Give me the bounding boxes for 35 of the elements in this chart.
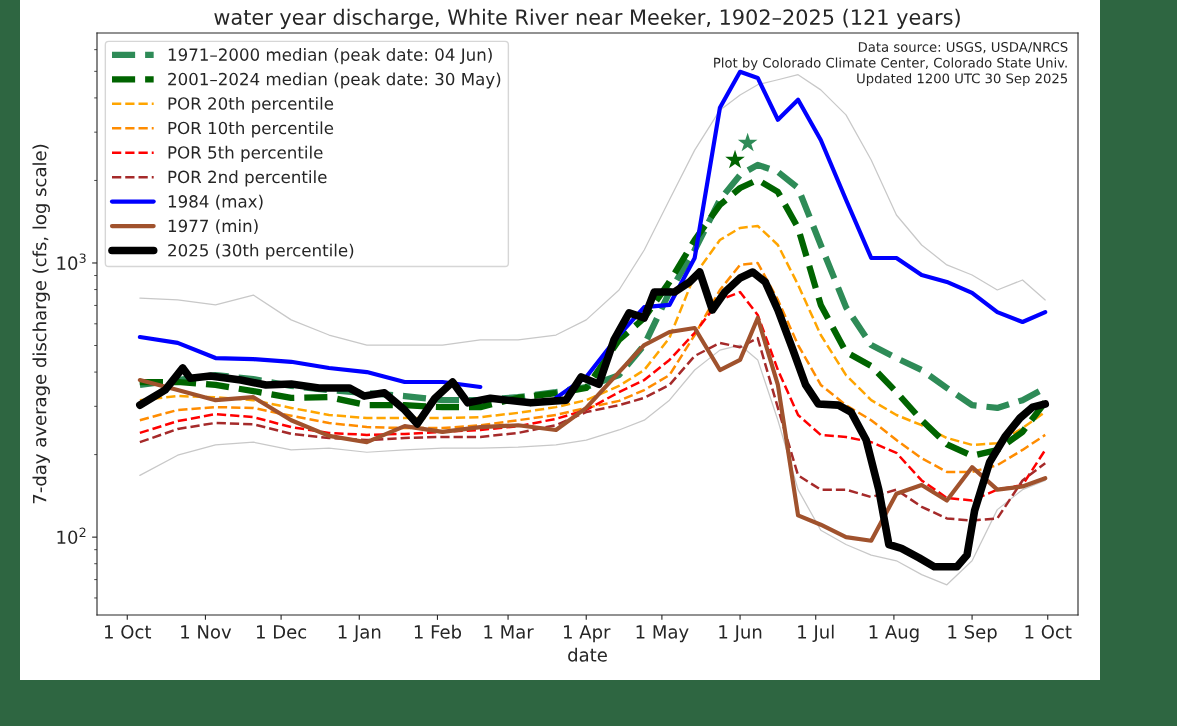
legend-label: 1977 (min): [168, 219, 258, 235]
legend-label: POR 20th percentile: [168, 96, 334, 114]
legend-label: 2001–2024 median (peak date: 30 May): [168, 72, 501, 89]
annotation: Plot by Colorado Climate Center, Colorado State Univ.: [714, 57, 1067, 71]
y-tick-label: 10$^{3}$: [57, 253, 86, 270]
x-tick-label: 1 Dec: [257, 625, 307, 639]
y-tick-label: 10$^{2}$: [57, 527, 86, 545]
x-tick-label: 1 Sep: [948, 625, 997, 643]
legend-label: POR 5th percentile: [168, 145, 323, 162]
legend-label: POR 10th percentile: [168, 121, 334, 138]
legend-label: 2025 (30th percentile): [168, 243, 354, 260]
x-tick-label: 1 Mar: [484, 625, 534, 639]
x-tick-label: 1 Nov: [181, 625, 232, 639]
line-series: [138, 336, 1047, 522]
legend-label: 1971–2000 median (peak date: 04 Jun): [168, 48, 492, 65]
line-series: [139, 344, 1046, 586]
x-tick-label: 1 Oct: [1025, 625, 1072, 639]
legend-label: 1984 (max): [168, 194, 263, 210]
x-tick-label: 1 Jun: [719, 625, 762, 643]
line-series: [138, 261, 1047, 474]
x-axis-title: date: [568, 647, 607, 662]
annotation: Data source: USGS, USDA/NRCS: [858, 41, 1068, 54]
annotation: Updated 1200 UTC 30 Sep 2025: [857, 73, 1068, 86]
x-tick-label: 1 Jul: [798, 624, 834, 643]
x-tick-label: 1 Jan: [338, 625, 381, 643]
x-tick-label: 1 Apr: [563, 625, 611, 643]
y-axis-title: 7-day average discharge (cfs, log scale): [32, 144, 50, 504]
line-series: [137, 315, 1048, 543]
chart-title: water year discharge, White River near Meeker, 1902–2025 (121 years): [214, 8, 960, 29]
x-tick-label: 1 May: [636, 625, 689, 643]
x-tick-label: 1 Oct: [105, 625, 152, 639]
x-tick-label: 1 Feb: [414, 624, 462, 639]
legend-label: POR 2nd percentile: [168, 170, 327, 187]
line-series: [138, 290, 1047, 502]
x-tick-label: 1 Aug: [869, 625, 919, 643]
